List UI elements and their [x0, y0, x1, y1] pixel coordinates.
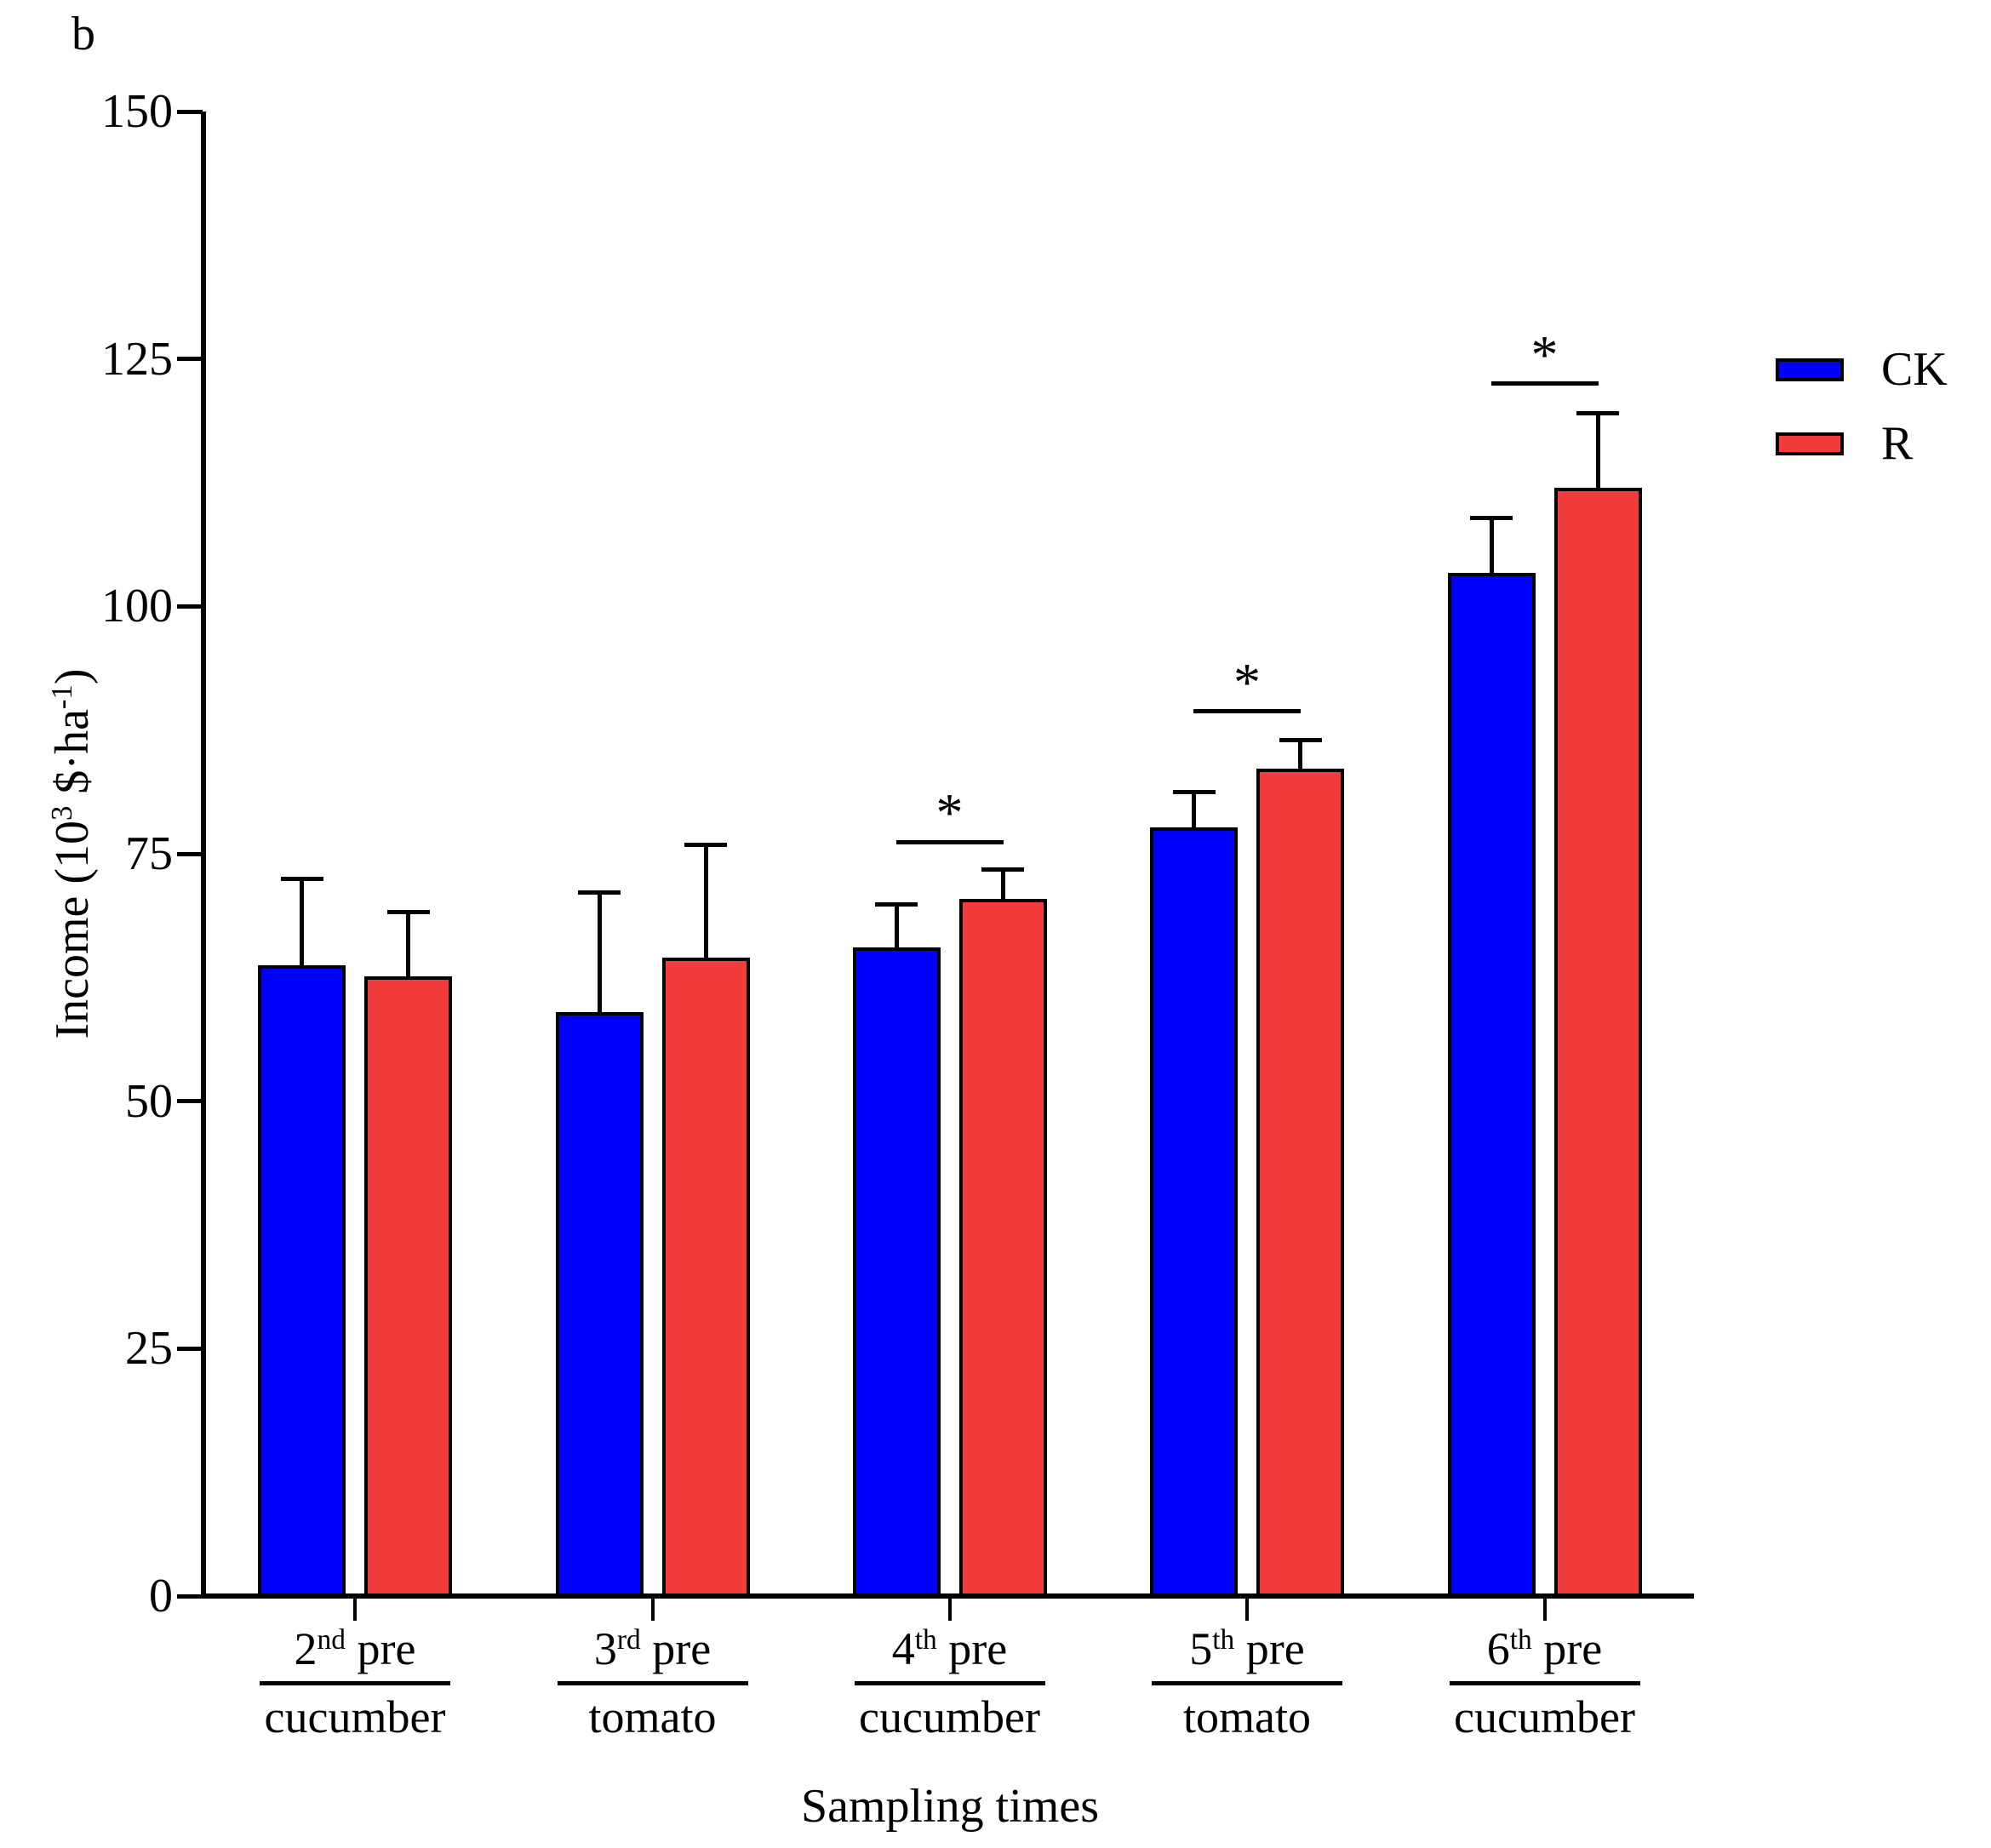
- bar-r-group2: [661, 958, 750, 1599]
- bar-r-group3: [958, 899, 1047, 1599]
- sig-line-group4: [1193, 709, 1301, 714]
- x-axis-line: [201, 1593, 1694, 1599]
- error-bar-cap-ck-group3: [875, 901, 918, 907]
- error-bar-stem-r-group1: [406, 912, 410, 981]
- group-underline-5: [1449, 1681, 1640, 1685]
- error-bar-stem-r-group3: [1000, 869, 1005, 903]
- y-tick-100: [177, 604, 203, 609]
- error-bar-stem-ck-group3: [894, 904, 899, 952]
- y-tick-label-125: 125: [101, 332, 173, 386]
- error-bar-cap-ck-group5: [1470, 516, 1513, 521]
- legend-swatch-ck: [1776, 358, 1844, 381]
- y-tick-125: [177, 357, 203, 362]
- x-tick-group2: [650, 1599, 655, 1621]
- group-crop-label-5: cucumber: [1454, 1691, 1635, 1742]
- bar-ck-group5: [1447, 572, 1536, 1599]
- legend-entry-ck: CK: [1776, 346, 1948, 393]
- y-tick-150: [177, 109, 203, 114]
- group-time-label-2: 3rd pre: [593, 1623, 712, 1674]
- error-bar-stem-r-group5: [1595, 413, 1600, 491]
- sig-star-group4: *: [1233, 651, 1261, 712]
- y-tick-label-50: 50: [125, 1074, 173, 1128]
- sig-line-group3: [895, 839, 1004, 844]
- x-tick-group1: [353, 1599, 357, 1621]
- error-bar-stem-ck-group1: [300, 878, 304, 970]
- error-bar-stem-r-group2: [703, 844, 708, 962]
- error-bar-cap-ck-group1: [280, 876, 323, 881]
- group-crop-label-4: tomato: [1183, 1691, 1311, 1742]
- y-tick-label-0: 0: [149, 1570, 173, 1622]
- group-time-label-4: 5th pre: [1189, 1623, 1305, 1674]
- error-bar-stem-ck-group5: [1489, 518, 1494, 576]
- sig-line-group5: [1490, 381, 1599, 386]
- legend-label-r: R: [1881, 417, 1914, 470]
- error-bar-cap-r-group5: [1576, 411, 1619, 416]
- group-underline-3: [854, 1681, 1045, 1685]
- legend-label-ck: CK: [1881, 343, 1948, 396]
- y-axis-line: [201, 112, 206, 1599]
- bar-r-group5: [1553, 487, 1642, 1599]
- x-tick-group5: [1542, 1599, 1547, 1621]
- y-tick-75: [177, 851, 203, 856]
- y-tick-label-100: 100: [101, 580, 173, 633]
- y-tick-25: [177, 1346, 203, 1351]
- bar-ck-group4: [1150, 827, 1238, 1599]
- error-bar-cap-ck-group2: [578, 890, 621, 895]
- group-time-label-5: 6th pre: [1486, 1623, 1603, 1674]
- y-tick-label-150: 150: [101, 85, 173, 138]
- y-tick-label-25: 25: [125, 1322, 173, 1376]
- x-tick-group4: [1245, 1599, 1249, 1621]
- group-time-label-3: 4th pre: [891, 1623, 1008, 1674]
- error-bar-stem-r-group4: [1298, 740, 1302, 772]
- group-time-label-1: 2nd pre: [294, 1623, 416, 1674]
- group-crop-label-2: tomato: [588, 1691, 717, 1742]
- error-bar-stem-ck-group4: [1192, 792, 1196, 831]
- error-bar-cap-ck-group4: [1172, 790, 1216, 795]
- y-tick-label-75: 75: [125, 827, 173, 880]
- bar-ck-group2: [555, 1012, 644, 1599]
- error-bar-cap-r-group4: [1279, 737, 1322, 742]
- error-bar-cap-r-group2: [684, 843, 727, 848]
- group-crop-label-3: cucumber: [859, 1691, 1040, 1742]
- group-underline-1: [260, 1681, 450, 1685]
- sig-star-group3: *: [935, 782, 964, 844]
- legend-swatch-r: [1776, 432, 1844, 455]
- panel-label: b: [72, 8, 95, 60]
- bar-r-group4: [1256, 769, 1344, 1599]
- group-crop-label-1: cucumber: [264, 1691, 446, 1742]
- bar-ck-group3: [852, 947, 941, 1599]
- y-tick-0: [177, 1593, 203, 1599]
- x-tick-group3: [947, 1599, 952, 1621]
- x-axis-title: Sampling times: [801, 1780, 1099, 1833]
- bar-ck-group1: [258, 965, 346, 1599]
- legend-entry-r: R: [1776, 420, 1913, 467]
- error-bar-stem-ck-group2: [597, 892, 602, 1016]
- y-tick-50: [177, 1099, 203, 1104]
- error-bar-cap-r-group1: [386, 910, 430, 915]
- error-bar-cap-r-group3: [981, 867, 1024, 873]
- bar-r-group1: [364, 976, 452, 1599]
- group-underline-4: [1152, 1681, 1342, 1685]
- sig-star-group5: *: [1530, 323, 1559, 385]
- group-underline-2: [557, 1681, 748, 1685]
